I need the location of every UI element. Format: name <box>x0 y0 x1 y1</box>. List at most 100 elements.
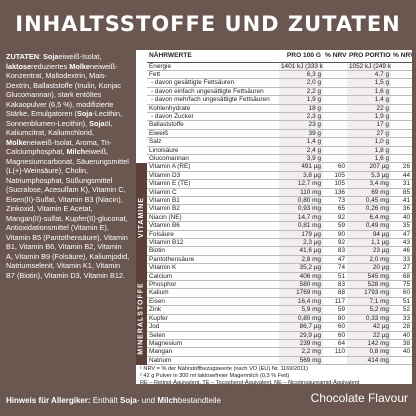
table-row: Phosphor 580 mg 83 528 mg 75 <box>136 280 412 290</box>
table-row: Calcium 406 mg 51 545 mg 68 <box>136 272 412 282</box>
nrv-per-100g: 105 <box>323 171 347 181</box>
value-per-100g: 29,9 µg <box>279 331 323 340</box>
nrv-per-100g <box>323 129 347 139</box>
value-per-100g: 18 g <box>279 104 323 113</box>
value-per-portion: 22 g <box>347 104 391 113</box>
value-per-100g: 110 mg <box>279 188 323 198</box>
ingredient-segment: Milch <box>66 147 86 156</box>
nrv-per-portion: 60 <box>391 288 412 298</box>
nutrient-name: Selen <box>147 331 279 340</box>
table-row: Ballaststoffe 23 g 17 g <box>136 120 412 130</box>
ingredient-segment: laktose <box>6 61 32 71</box>
table-row: - davon mehrfach ungesättigte Fettsäuren… <box>136 95 412 105</box>
table-row: Niacin (NE) 14,7 mg 92 6,4 mg 40 <box>136 213 412 223</box>
nrv-per-portion <box>391 112 412 122</box>
footnotes: ¹ NRV = % der Nährstoffbezugswerte (nach… <box>140 366 410 388</box>
nutrient-name: Salz <box>147 137 279 147</box>
nutrient-name: Zink <box>147 305 279 315</box>
value-per-100g: 2,4 g <box>279 146 323 155</box>
nutrient-name: Ballaststoffe <box>147 120 279 130</box>
allergy-prefix: Hinweis für Allergiker: <box>6 396 91 405</box>
value-per-portion: 528 mg <box>347 280 391 290</box>
nutrient-name: Pantothensäure <box>147 255 279 265</box>
nrv-per-100g: 60 <box>323 162 347 172</box>
nutrient-name: Vitamin B6 <box>147 221 279 231</box>
value-per-100g: 179 µg <box>279 230 323 240</box>
nutrient-name: Eisen <box>147 297 279 307</box>
nrv-per-portion: 26 <box>391 162 412 172</box>
nutrient-name: Kohlenhydrate <box>147 104 279 113</box>
nrv-per-portion: 43 <box>391 238 412 248</box>
value-per-100g: 23 g <box>279 120 323 130</box>
table-row: Vitamin B6 0,81 mg 59 0,49 mg 35 <box>136 221 412 231</box>
nrv-per-portion: 52 <box>391 305 412 315</box>
ingredient-segment: ZUTATEN <box>6 52 39 61</box>
footnote-line: ² 42 g Pulver in 300 ml laktosefreier Ma… <box>140 372 290 379</box>
table-row: Kalium 1769 mg 88 1793 mg 60 <box>136 288 412 298</box>
ingredient-segment: : <box>38 52 44 61</box>
ingredient-segment: reduziertes <box>31 61 70 71</box>
band-cell <box>136 87 147 96</box>
nrv-per-100g: 64 <box>323 339 347 349</box>
table-row: Magnesium 239 mg 64 142 mg 38 <box>136 339 412 349</box>
nrv-per-100g <box>323 137 347 147</box>
table-row: Zink 5,9 mg 59 5,2 mg 52 <box>136 305 412 315</box>
band-cell <box>136 62 147 71</box>
band-cell <box>136 120 147 130</box>
nrv-per-100g: 92 <box>323 238 347 248</box>
nrv-per-portion <box>391 62 412 71</box>
nutrient-name: Biotin <box>147 246 279 256</box>
flavour-label: Chocolate Flavour <box>310 391 408 405</box>
nrv-per-portion: 36 <box>391 204 412 214</box>
band-cell <box>136 146 147 155</box>
page-title: INHALTSSTOFFE UND ZUTATEN <box>15 12 401 36</box>
nrv-per-100g: 105 <box>323 179 347 189</box>
nutrient-name: - davon Zucker <box>147 112 279 122</box>
table-row: Vitamin B1 0,80 mg 73 0,45 mg 41 <box>136 196 412 206</box>
nrv-per-portion: 68 <box>391 272 412 282</box>
nrv-per-portion <box>391 356 412 366</box>
table-row: Biotin 41,6 µg 83 23 µg 46 <box>136 246 412 256</box>
nrv-per-100g: 92 <box>323 213 347 223</box>
nutrient-name: Mangan <box>147 347 279 357</box>
ingredient-segment: neiweiß-Konzentrat, Maltodextrin, Mais-D… <box>6 61 122 119</box>
allergy-soja: Soja <box>119 396 137 405</box>
table-row: Fett 6,3 g 4,7 g <box>136 70 412 80</box>
band-spacer <box>136 50 147 62</box>
nutrition-table: NÄHRWERTE PRO 100 G % NRV¹ PRO PORTION² … <box>136 50 412 366</box>
ingredients-text: ZUTATEN: Sojaeiweiß-Isolat, laktosereduz… <box>6 52 130 280</box>
nutrient-name: Vitamin B1 <box>147 196 279 206</box>
value-per-portion: 207 µg <box>347 162 391 172</box>
value-per-100g: 2,8 mg <box>279 255 323 265</box>
nrv-per-100g: 60 <box>323 322 347 332</box>
ingredient-segment: neiweiß-Isolat, Aroma, Tri-Calciumphosph… <box>6 137 112 157</box>
value-per-100g: 2,2 g <box>279 87 323 97</box>
table-row: - davon einfach ungesättigte Fettsäuren 2… <box>136 87 412 97</box>
value-per-100g: 6,3 g <box>279 70 323 80</box>
nutrient-name: Eiweiß <box>147 129 279 139</box>
nrv-per-100g: 65 <box>323 204 347 214</box>
nrv-per-portion: 38 <box>391 339 412 349</box>
ingredient-segment: Soja <box>43 52 59 61</box>
nutrient-name: Linolsäure <box>147 146 279 155</box>
table-row: Natrium 569 mg 414 mg <box>136 356 412 366</box>
nutrient-name: Vitamin B12 <box>147 238 279 248</box>
value-per-100g: 569 mg <box>279 356 323 366</box>
nutrient-name: Vitamin A (RE) <box>147 162 279 172</box>
nrv-per-portion: 35 <box>391 221 412 231</box>
value-per-100g: 39 g <box>279 129 323 139</box>
table-row: Vitamin B2 0,93 mg 65 0,26 mg 36 <box>136 204 412 214</box>
nrv-per-100g: 80 <box>323 314 347 324</box>
value-per-100g: 239 mg <box>279 339 323 349</box>
nrv-per-100g <box>323 70 347 80</box>
value-per-portion: 0,8 mg <box>347 347 391 357</box>
nrv-per-100g <box>323 78 347 88</box>
value-per-portion: 42 µg <box>347 322 391 332</box>
value-per-portion: 94 µg <box>347 230 391 240</box>
nrv-per-portion: 27 <box>391 263 412 273</box>
value-per-100g: 16,4 mg <box>279 297 323 307</box>
table-row: Linolsäure 2,4 g 1,8 g <box>136 146 412 155</box>
table-row: Pantothensäure 2,8 mg 47 2,0 mg 33 <box>136 255 412 265</box>
nrv-per-100g <box>323 87 347 97</box>
nrv-per-portion <box>391 120 412 130</box>
